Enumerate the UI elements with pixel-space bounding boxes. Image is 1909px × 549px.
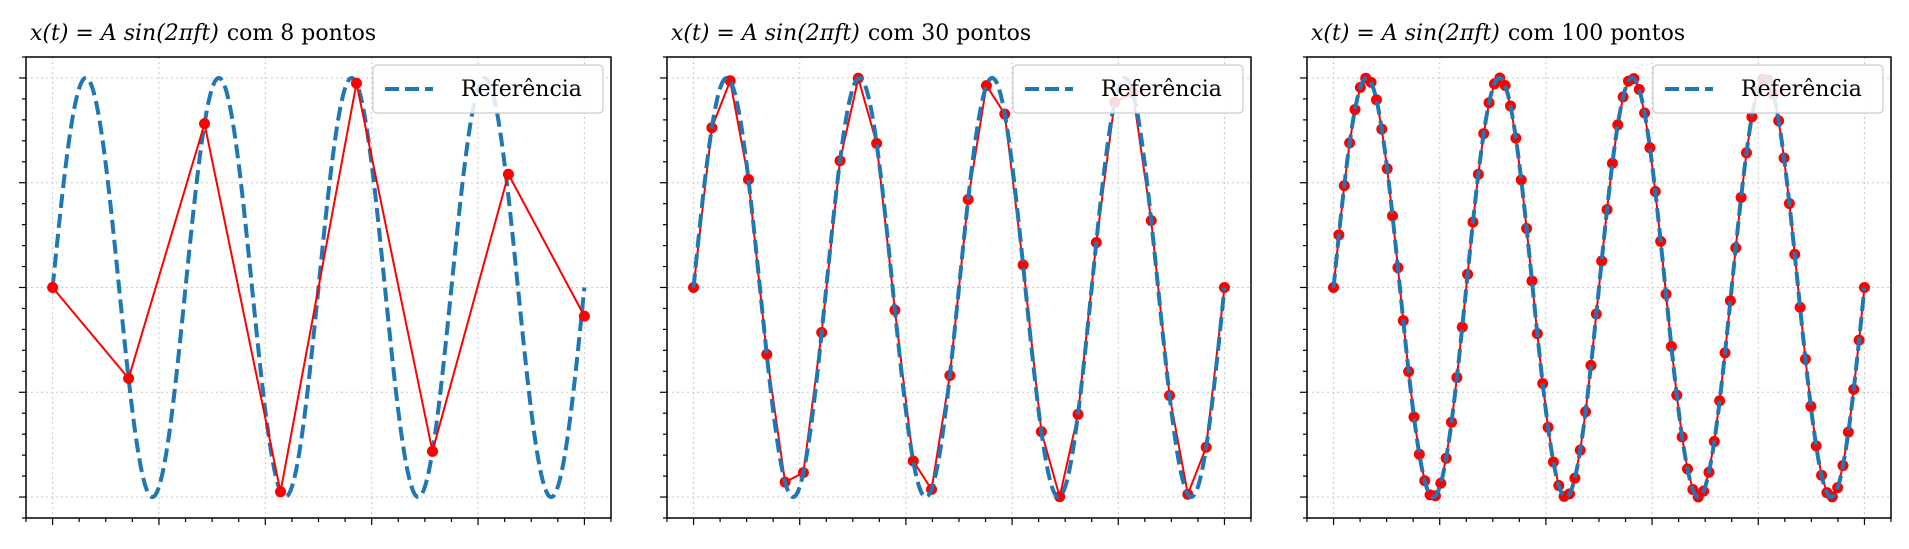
sample-point bbox=[1370, 94, 1382, 106]
sample-point bbox=[1724, 295, 1736, 307]
sample-point bbox=[47, 282, 59, 293]
sample-point bbox=[1596, 255, 1608, 267]
sample-point bbox=[1413, 448, 1425, 460]
sample-point bbox=[1794, 301, 1806, 313]
sample-point bbox=[761, 348, 773, 360]
chart-title-formula: x(t) = A sin(2πft) bbox=[671, 21, 860, 46]
legend-box bbox=[1652, 64, 1884, 114]
sample-point bbox=[1805, 400, 1817, 412]
sample-point bbox=[426, 445, 438, 457]
sample-line bbox=[51, 83, 586, 492]
sample-point bbox=[1842, 426, 1854, 438]
sample-point bbox=[1017, 259, 1029, 271]
legend-label-reference: Referência bbox=[1741, 77, 1862, 102]
sample-point bbox=[1515, 174, 1527, 186]
sample-point bbox=[1328, 282, 1340, 293]
legend: Referência bbox=[1652, 64, 1884, 114]
sample-point bbox=[275, 486, 287, 498]
ticks bbox=[660, 56, 1252, 525]
chart-title-formula: x(t) = A sin(2πft) bbox=[1311, 21, 1500, 46]
chart-title: x(t) = A sin(2πft) com 30 pontos bbox=[671, 21, 1031, 46]
sample-point bbox=[1526, 275, 1538, 287]
sample-point bbox=[1456, 321, 1468, 333]
legend-box bbox=[372, 64, 604, 114]
sample-point bbox=[871, 137, 883, 149]
sample-point bbox=[199, 118, 211, 130]
chart-title-formula: x(t) = A sin(2πft) bbox=[30, 21, 219, 46]
ticks bbox=[19, 56, 612, 525]
legend-label-reference: Referência bbox=[1101, 77, 1222, 102]
sample-point bbox=[502, 168, 514, 180]
sample-point bbox=[742, 173, 754, 185]
sample-point bbox=[1746, 111, 1758, 123]
sample-point bbox=[1612, 119, 1624, 131]
legend-label-reference: Referência bbox=[461, 77, 582, 102]
legend: Referência bbox=[1012, 64, 1244, 114]
sample-point bbox=[1665, 341, 1677, 353]
chart-title-caption: com 8 pontos bbox=[227, 21, 376, 46]
legend-box bbox=[1012, 64, 1244, 114]
chart-panel-2: Referência x(t) = A sin(2πft) com 30 ponto… bbox=[660, 21, 1252, 525]
sample-point bbox=[1349, 103, 1361, 115]
sample-point bbox=[123, 372, 135, 384]
legend: Referência bbox=[372, 64, 604, 114]
sample-point bbox=[1218, 282, 1230, 293]
ticks bbox=[1300, 56, 1892, 525]
sample-point bbox=[1569, 472, 1581, 484]
sample-point bbox=[1547, 456, 1559, 468]
chart-title: x(t) = A sin(2πft) com 8 pontos bbox=[30, 21, 376, 46]
sample-point bbox=[1606, 157, 1618, 169]
sample-point bbox=[1810, 440, 1822, 452]
sample-point bbox=[1387, 210, 1399, 222]
sample-point bbox=[1858, 282, 1870, 293]
sample-point bbox=[1644, 142, 1656, 154]
sample-point bbox=[350, 77, 362, 89]
chart-panel-1: Referência x(t) = A sin(2πft) com 8 pontos bbox=[19, 21, 612, 525]
chart-panel-3: Referência x(t) = A sin(2πft) com 100 pont… bbox=[1300, 21, 1892, 525]
sample-point bbox=[688, 282, 700, 293]
chart-title-caption: com 30 pontos bbox=[868, 21, 1031, 46]
chart-title-caption: com 100 pontos bbox=[1508, 21, 1685, 46]
sample-point bbox=[1735, 191, 1747, 203]
sample-point bbox=[578, 310, 590, 322]
chart-title: x(t) = A sin(2πft) com 100 pontos bbox=[1311, 21, 1685, 46]
sample-point bbox=[1408, 411, 1420, 423]
sample-point bbox=[907, 455, 919, 467]
